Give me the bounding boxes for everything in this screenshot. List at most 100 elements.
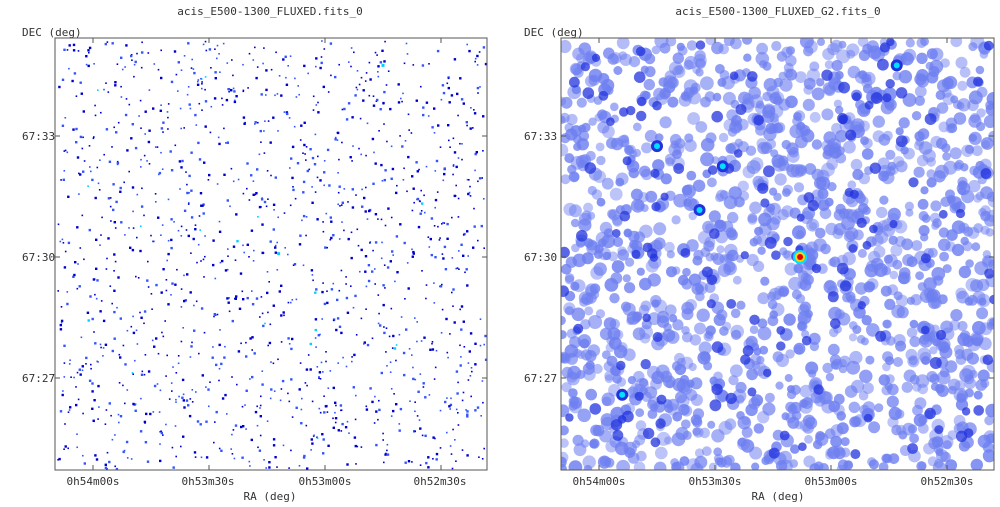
event-pixel (302, 264, 305, 267)
event-pixel (326, 246, 328, 249)
dense-blob (633, 71, 646, 83)
event-pixel (59, 240, 62, 243)
smoothed-blob (793, 182, 805, 193)
smoothed-blob (652, 159, 665, 172)
event-pixel (411, 354, 413, 356)
event-pixel (276, 466, 278, 468)
smoothed-blob (827, 42, 840, 56)
right-chart-svg: acis_E500-1300_FLUXED_G2.fits_0 DEC (deg… (524, 5, 995, 503)
dense-blob (619, 107, 629, 117)
event-pixel (384, 224, 387, 227)
event-pixel (159, 389, 162, 392)
event-pixel (302, 180, 306, 184)
event-pixel (74, 261, 77, 264)
smoothed-blob (593, 262, 607, 276)
smoothed-blob (656, 315, 670, 328)
event-pixel (160, 431, 163, 435)
smoothed-blob (845, 227, 859, 241)
event-pixel (272, 362, 275, 365)
event-pixel (267, 198, 269, 200)
event-pixel (390, 415, 393, 417)
event-pixel (185, 229, 188, 231)
event-pixel (484, 62, 488, 66)
event-pixel (173, 221, 175, 223)
event-pixel (337, 429, 340, 432)
event-pixel (360, 153, 362, 156)
event-pixel (322, 438, 325, 441)
event-pixel (198, 158, 202, 161)
event-pixel (191, 401, 194, 403)
event-pixel (250, 438, 253, 442)
smoothed-blob (743, 53, 752, 62)
smoothed-blob (964, 144, 975, 154)
smoothed-blob (561, 404, 570, 417)
event-pixel (132, 373, 134, 375)
event-pixel (122, 384, 124, 387)
event-pixel (235, 213, 238, 216)
event-pixel (205, 49, 208, 52)
event-pixel (483, 343, 485, 346)
smoothed-blob (940, 58, 950, 68)
event-pixel (289, 55, 292, 57)
event-pixel (111, 302, 113, 305)
smoothed-blob (577, 334, 592, 348)
event-pixel (340, 409, 342, 412)
event-pixel (340, 331, 343, 335)
event-pixel (261, 251, 264, 255)
smoothed-blob (829, 327, 839, 338)
event-pixel (278, 290, 281, 293)
event-pixel (316, 436, 318, 439)
event-pixel (160, 430, 162, 432)
event-pixel (150, 293, 153, 295)
event-pixel (404, 140, 407, 142)
event-pixel (340, 430, 343, 432)
event-pixel (201, 204, 204, 207)
smoothed-blob (653, 461, 667, 470)
event-pixel (391, 250, 394, 253)
smoothed-blob (568, 460, 583, 470)
event-pixel (287, 65, 289, 67)
event-pixel (226, 199, 229, 202)
event-pixel (343, 229, 345, 232)
event-pixel (434, 170, 437, 172)
event-pixel (218, 379, 220, 382)
dense-blob (576, 230, 588, 242)
smoothed-blob (831, 122, 842, 134)
event-pixel (260, 141, 262, 143)
event-pixel (225, 98, 229, 102)
smoothed-blob (773, 77, 783, 88)
event-pixel (191, 341, 193, 344)
event-pixel (479, 86, 481, 88)
event-pixel (182, 435, 185, 438)
event-pixel (98, 406, 100, 408)
event-pixel (425, 165, 428, 168)
event-pixel (167, 128, 169, 130)
event-pixel (148, 163, 151, 165)
event-pixel (338, 63, 340, 66)
event-pixel (197, 80, 199, 83)
smoothed-blob (672, 411, 683, 422)
smoothed-blob (960, 236, 969, 246)
event-pixel (128, 227, 130, 229)
event-pixel (297, 85, 299, 87)
event-pixel (310, 438, 313, 441)
event-pixel (408, 348, 411, 350)
event-pixel (170, 294, 172, 296)
event-pixel (395, 235, 399, 238)
dense-blob (651, 202, 661, 212)
event-pixel (186, 273, 189, 276)
event-pixel (321, 40, 323, 42)
dense-blob (830, 318, 841, 329)
smoothed-blob (754, 226, 764, 236)
smoothed-blob (906, 256, 918, 268)
event-pixel (82, 170, 85, 173)
event-pixel (416, 340, 418, 343)
event-pixel (268, 461, 271, 464)
event-pixel (88, 145, 91, 147)
smoothed-blob (682, 267, 691, 277)
smoothed-blob (945, 117, 957, 129)
event-pixel (452, 288, 455, 291)
event-pixel (216, 183, 219, 185)
event-pixel (356, 70, 359, 72)
event-pixel (115, 200, 118, 204)
